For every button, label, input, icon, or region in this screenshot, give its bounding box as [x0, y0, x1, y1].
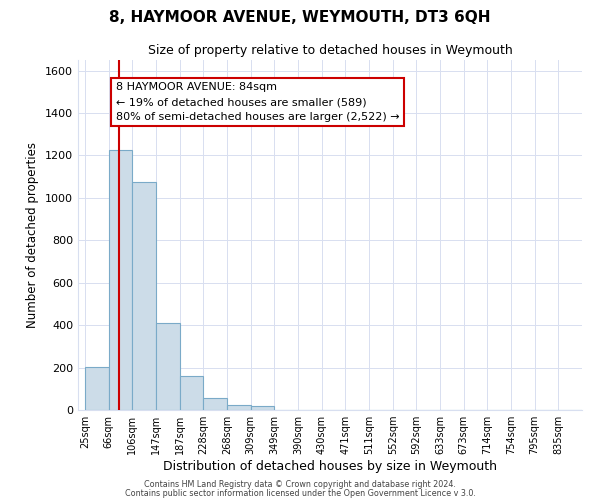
Y-axis label: Number of detached properties: Number of detached properties	[26, 142, 40, 328]
Title: Size of property relative to detached houses in Weymouth: Size of property relative to detached ho…	[148, 44, 512, 58]
Text: Contains HM Land Registry data © Crown copyright and database right 2024.: Contains HM Land Registry data © Crown c…	[144, 480, 456, 489]
Text: Contains public sector information licensed under the Open Government Licence v : Contains public sector information licen…	[125, 488, 475, 498]
Bar	[180, 376, 203, 410]
Bar	[109, 150, 133, 410]
Bar	[133, 182, 156, 410]
Bar	[156, 323, 180, 410]
Bar	[251, 406, 274, 410]
Text: 8 HAYMOOR AVENUE: 84sqm
← 19% of detached houses are smaller (589)
80% of semi-d: 8 HAYMOOR AVENUE: 84sqm ← 19% of detache…	[116, 82, 400, 122]
X-axis label: Distribution of detached houses by size in Weymouth: Distribution of detached houses by size …	[163, 460, 497, 473]
Bar	[227, 404, 251, 410]
Bar	[85, 366, 109, 410]
Text: 8, HAYMOOR AVENUE, WEYMOUTH, DT3 6QH: 8, HAYMOOR AVENUE, WEYMOUTH, DT3 6QH	[109, 10, 491, 25]
Bar	[203, 398, 227, 410]
